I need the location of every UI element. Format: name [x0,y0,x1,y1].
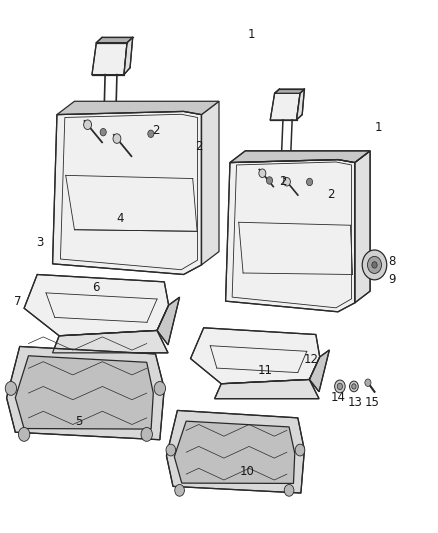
Circle shape [166,444,176,456]
Circle shape [113,134,121,143]
Polygon shape [166,410,304,493]
Text: 12: 12 [304,353,318,366]
Polygon shape [96,37,133,43]
Polygon shape [215,379,319,399]
Text: 10: 10 [240,465,255,478]
Text: 6: 6 [92,281,100,294]
Text: 9: 9 [388,273,396,286]
Text: 7: 7 [14,295,21,308]
Circle shape [335,380,345,393]
Polygon shape [297,89,304,120]
Text: 3: 3 [36,236,43,249]
Text: 4: 4 [117,212,124,225]
Polygon shape [15,356,153,429]
Polygon shape [53,330,168,353]
Text: 15: 15 [365,396,380,409]
Polygon shape [191,328,320,384]
Text: 2: 2 [152,124,159,137]
Text: 2: 2 [279,175,286,188]
Circle shape [148,130,154,138]
Text: 1: 1 [248,28,256,41]
Circle shape [365,379,371,386]
Circle shape [266,177,272,184]
Circle shape [350,381,358,392]
Polygon shape [230,151,370,163]
Text: 13: 13 [347,396,362,409]
Text: 1: 1 [375,122,383,134]
Text: 8: 8 [389,255,396,268]
Polygon shape [157,297,180,345]
Circle shape [154,382,166,395]
Polygon shape [57,101,219,115]
Circle shape [259,169,266,177]
Circle shape [5,382,17,395]
Polygon shape [270,93,300,120]
Polygon shape [124,37,133,75]
Polygon shape [24,274,169,336]
Polygon shape [275,89,304,93]
Circle shape [284,484,294,496]
Circle shape [337,383,343,390]
Text: 14: 14 [331,391,346,403]
Text: 5: 5 [75,415,82,427]
Polygon shape [53,111,201,274]
Circle shape [283,177,290,186]
Polygon shape [355,151,370,303]
Polygon shape [174,421,295,483]
Circle shape [362,250,387,280]
Text: 2: 2 [327,188,335,201]
Circle shape [100,128,106,136]
Polygon shape [7,346,164,440]
Circle shape [18,427,30,441]
Polygon shape [226,159,355,312]
Circle shape [352,384,356,389]
Circle shape [141,427,152,441]
Circle shape [372,262,377,268]
Circle shape [295,444,305,456]
Text: 2: 2 [195,140,203,153]
Circle shape [367,256,381,273]
Circle shape [84,120,92,130]
Circle shape [307,178,313,185]
Polygon shape [92,43,127,75]
Circle shape [175,484,184,496]
Polygon shape [309,350,329,392]
Text: 11: 11 [258,364,272,377]
Polygon shape [201,101,219,265]
